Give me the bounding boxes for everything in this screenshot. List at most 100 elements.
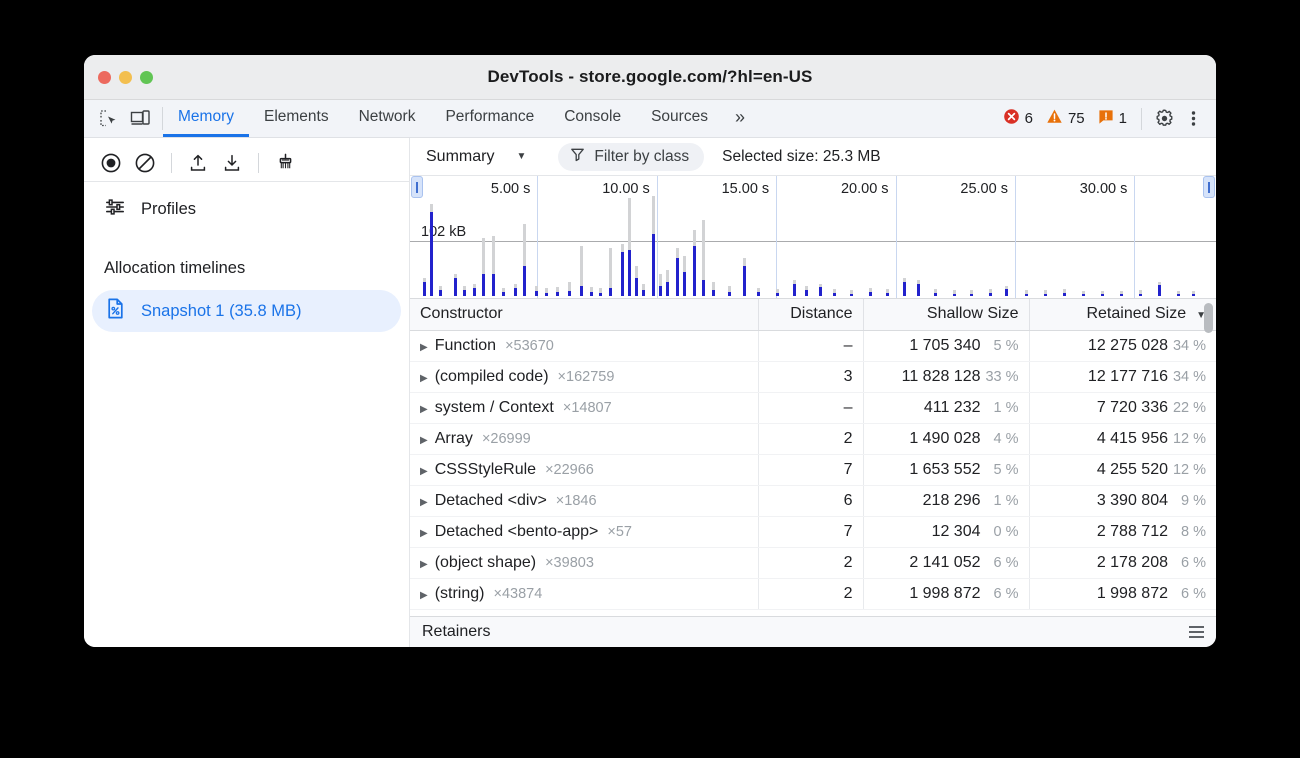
object-count: ×14807 — [562, 399, 612, 416]
sidebar-item-profiles[interactable]: Profiles — [92, 188, 401, 230]
column-header-shallow-size[interactable]: Shallow Size — [863, 299, 1030, 331]
cell-constructor: ▶ Detached <bento-app> ×57 — [410, 516, 759, 548]
tab-performance[interactable]: Performance — [445, 108, 535, 125]
tab-sources[interactable]: Sources — [651, 108, 708, 125]
cell-retained-size: 4 255 520 12 % — [1029, 454, 1216, 486]
table-row[interactable]: ▶ CSSStyleRule ×22966 7 1 653 552 5 % 4 255 52… — [410, 454, 1216, 486]
error-badge[interactable]: 6 — [998, 106, 1038, 132]
table-row[interactable]: ▶ Detached <bento-app> ×57 7 12 304 0 % 2 788 … — [410, 516, 1216, 548]
object-count: ×1846 — [555, 492, 597, 509]
close-window-button[interactable] — [98, 70, 111, 84]
constructor-name: Function — [434, 336, 497, 354]
sidebar-item-snapshot-1[interactable]: Snapshot 1 (35.8 MB) — [92, 290, 401, 332]
filter-icon — [570, 147, 585, 167]
cell-constructor: ▶ (object shape) ×39803 — [410, 547, 759, 579]
warning-badge[interactable]: 75 — [1041, 106, 1090, 132]
snapshot-label: Snapshot 1 (35.8 MB) — [141, 301, 302, 320]
shallow-size-percent: 1 % — [993, 492, 1019, 509]
view-type-select[interactable]: Summary ▼ — [424, 145, 534, 169]
gear-icon[interactable] — [1151, 106, 1177, 132]
retainers-panel-header[interactable]: Retainers — [410, 616, 1216, 647]
cell-distance: 3 — [758, 361, 864, 393]
window-controls — [98, 70, 153, 84]
expand-triangle-icon[interactable]: ▶ — [420, 372, 428, 384]
device-toolbar-icon[interactable] — [127, 106, 153, 132]
retained-size-percent: 22 % — [1172, 399, 1206, 416]
expand-triangle-icon[interactable]: ▶ — [420, 403, 428, 415]
cell-shallow-size: 411 232 1 % — [863, 392, 1030, 424]
retained-size-percent: 8 % — [1181, 523, 1206, 540]
shallow-size-percent: 5 % — [993, 461, 1019, 478]
table-scrollbar-thumb[interactable] — [1204, 303, 1213, 333]
column-header-distance[interactable]: Distance — [758, 299, 864, 331]
warning-count: 75 — [1067, 110, 1085, 127]
memory-toolbar-divider-2 — [258, 152, 259, 173]
sidebar-item-label: Profiles — [141, 199, 197, 218]
tab-console[interactable]: Console — [564, 108, 622, 125]
shallow-size-percent: 6 % — [993, 554, 1019, 571]
timeline-selection-right-handle[interactable] — [1203, 176, 1215, 198]
expand-triangle-icon[interactable]: ▶ — [420, 465, 428, 477]
title-bar: DevTools - store.google.com/?hl=en-US — [84, 55, 1216, 100]
cell-distance: 2 — [758, 423, 864, 455]
cell-shallow-size: 11 828 128 33 % — [863, 361, 1030, 393]
expand-triangle-icon[interactable]: ▶ — [420, 341, 428, 353]
devtools-window: DevTools - store.google.com/?hl=en-US — [84, 55, 1216, 647]
timeline-tick-label: 15.00 s — [721, 181, 770, 197]
tab-network[interactable]: Network — [358, 108, 416, 125]
expand-triangle-icon[interactable]: ▶ — [420, 589, 428, 601]
filter-by-class-input[interactable]: Filter by class — [558, 142, 705, 171]
cell-retained-size-value: 12 177 716 — [1087, 367, 1168, 385]
cell-retained-size: 2 788 712 8 % — [1029, 516, 1216, 548]
selected-size-label: Selected size: 25.3 MB — [722, 147, 881, 165]
table-row[interactable]: ▶ Function ×53670 – 1 705 340 5 % 12 275 028 34… — [410, 330, 1216, 362]
record-icon[interactable] — [98, 150, 124, 176]
panel-tabs: Memory Elements Network Performance Cons… — [163, 100, 757, 137]
retained-size-percent: 34 % — [1172, 368, 1206, 385]
object-count: ×53670 — [505, 337, 554, 354]
table-row[interactable]: ▶ Array ×26999 2 1 490 028 4 % 4 415 956 12 % — [410, 423, 1216, 455]
clear-icon[interactable] — [132, 150, 158, 176]
expand-triangle-icon[interactable]: ▶ — [420, 527, 428, 539]
table-row[interactable]: ▶ (object shape) ×39803 2 2 141 052 6 % 2 178 … — [410, 547, 1216, 579]
memory-view-toolbar: Summary ▼ Filter by class Selected size:… — [410, 138, 1216, 176]
sort-descending-icon: ▼ — [1196, 310, 1206, 322]
collect-garbage-icon[interactable] — [272, 150, 298, 176]
hamburger-icon[interactable] — [1189, 626, 1204, 638]
cell-distance: – — [758, 330, 864, 362]
object-count: ×57 — [607, 523, 632, 540]
table-row[interactable]: ▶ (compiled code) ×162759 3 11 828 128 33 % 12… — [410, 361, 1216, 393]
timeline-selection-left-handle[interactable] — [411, 176, 423, 198]
column-header-retained-size[interactable]: Retained Size ▼ — [1029, 299, 1216, 331]
allocation-timeline-chart[interactable]: 102 kB 5.00 s 10.00 s 15.00 s 20.00 s 25.00 … — [410, 176, 1216, 299]
save-icon[interactable] — [219, 150, 245, 176]
table-row[interactable]: ▶ Detached <div> ×1846 6 218 296 1 % 3 390 804… — [410, 485, 1216, 517]
table-row[interactable]: ▶ system / Context ×14807 – 411 232 1 % 7 720 … — [410, 392, 1216, 424]
sidebar-section-allocation-timelines: Allocation timelines — [104, 258, 246, 277]
constructor-name: (string) — [434, 584, 485, 602]
error-count: 6 — [1024, 110, 1033, 127]
object-count: ×26999 — [481, 430, 531, 447]
issue-badge[interactable]: 1 — [1093, 106, 1132, 132]
more-options-icon[interactable] — [1180, 106, 1206, 132]
table-row[interactable]: ▶ (string) ×43874 2 1 998 872 6 % 1 998 872 6 % — [410, 578, 1216, 610]
status-badges: 6 75 — [998, 100, 1216, 137]
column-header-constructor[interactable]: Constructor — [410, 299, 759, 331]
minimize-window-button[interactable] — [119, 70, 132, 84]
chevron-down-icon: ▼ — [516, 151, 527, 162]
heap-summary-table: Constructor Distance Shallow Size Retain… — [410, 299, 1216, 610]
expand-triangle-icon[interactable]: ▶ — [420, 496, 428, 508]
expand-triangle-icon[interactable]: ▶ — [420, 558, 428, 570]
tab-memory[interactable]: Memory — [163, 100, 249, 137]
maximize-window-button[interactable] — [140, 70, 153, 84]
cell-shallow-size: 1 653 552 5 % — [863, 454, 1030, 486]
load-icon[interactable] — [185, 150, 211, 176]
timeline-tick-label: 30.00 s — [1079, 181, 1128, 197]
expand-triangle-icon[interactable]: ▶ — [420, 434, 428, 446]
cell-retained-size: 1 998 872 6 % — [1029, 578, 1216, 610]
more-tabs-icon[interactable]: » — [734, 106, 745, 127]
inspect-element-icon[interactable] — [95, 106, 121, 132]
retained-size-percent: 12 % — [1172, 430, 1206, 447]
cell-retained-size-value: 2 788 712 — [1096, 522, 1168, 540]
tab-elements[interactable]: Elements — [263, 108, 329, 125]
